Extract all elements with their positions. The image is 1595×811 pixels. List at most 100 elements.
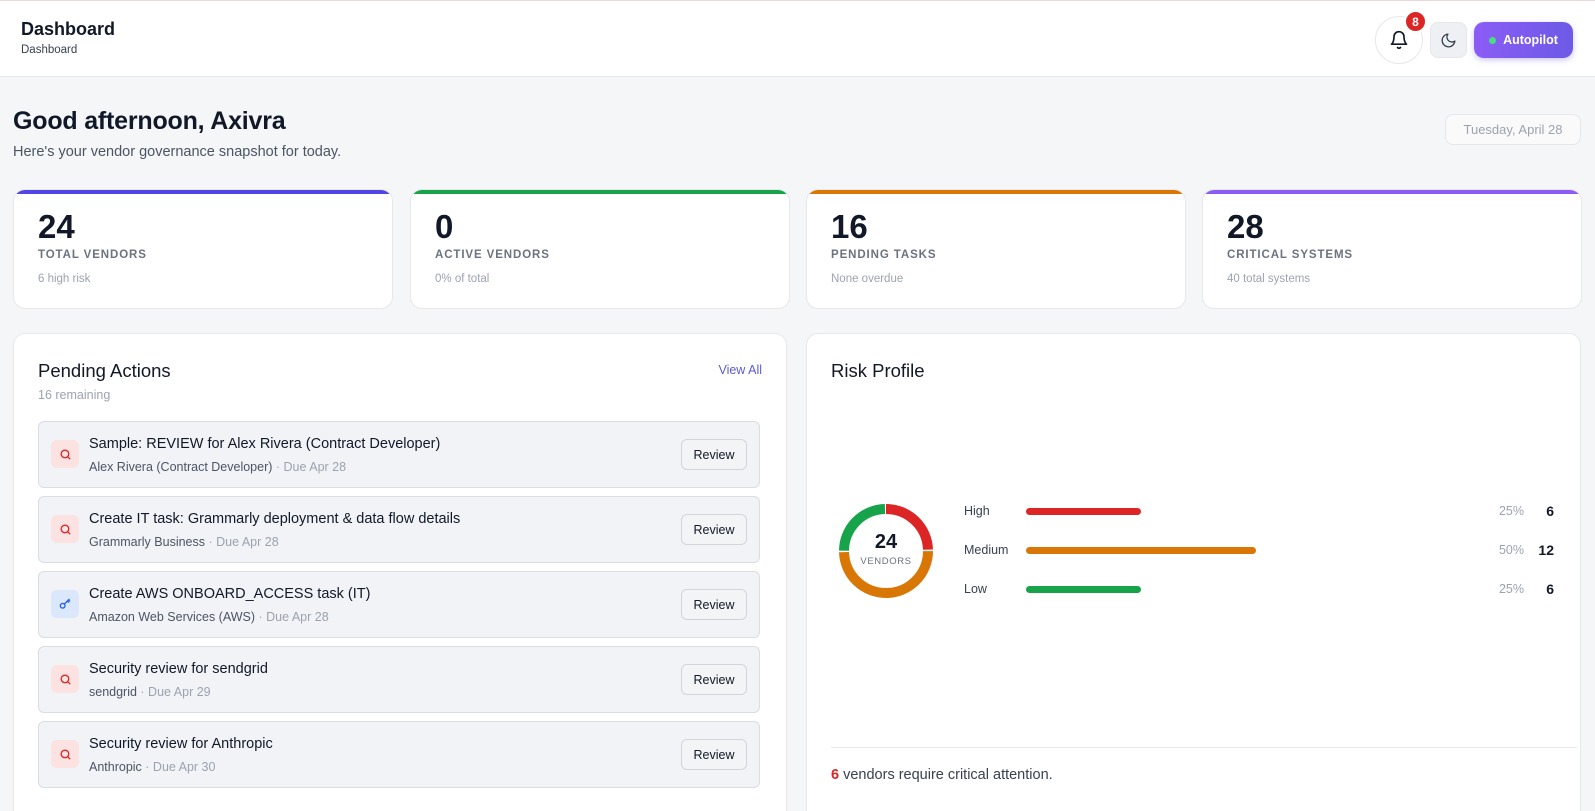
status-dot-icon [1489, 36, 1497, 44]
stat-label: ACTIVE VENDORS [435, 249, 550, 261]
action-title: Security review for sendgrid [89, 661, 268, 677]
risk-count: 6 [1546, 503, 1554, 519]
action-title: Sample: REVIEW for Alex Rivera (Contract… [89, 436, 441, 452]
risk-bar-fill [1026, 547, 1256, 554]
greeting-title: Good afternoon, Axivra [13, 107, 286, 135]
risk-percent: 50% [1498, 543, 1524, 557]
risk-bar-track [1026, 547, 1486, 554]
donut-total: 24 [874, 531, 898, 553]
stat-card-total-vendors: 24 TOTAL VENDORS 6 high risk [13, 189, 393, 309]
search-icon [59, 448, 71, 460]
stat-value: 16 [831, 208, 868, 245]
action-meta: Anthropic · Due Apr 30 [89, 760, 215, 774]
action-icon-box [51, 515, 79, 543]
stat-label: TOTAL VENDORS [38, 249, 147, 261]
view-all-link[interactable]: View All [718, 363, 762, 377]
risk-percent: 25% [1498, 504, 1524, 518]
action-icon-box [51, 665, 79, 693]
risk-count: 6 [1546, 581, 1554, 597]
key-icon [59, 598, 71, 609]
list-item[interactable]: Create IT task: Grammarly deployment & d… [38, 496, 760, 563]
action-due: · Due Apr 30 [141, 760, 216, 774]
stat-accent-bar [807, 190, 1185, 194]
risk-level-name: High [964, 504, 990, 518]
list-item[interactable]: Security review for Anthropic Anthropic … [38, 721, 760, 788]
risk-profile-title: Risk Profile [831, 360, 925, 381]
risk-percent: 25% [1498, 582, 1524, 596]
review-button[interactable]: Review [681, 514, 747, 545]
stat-card-critical-systems: 28 CRITICAL SYSTEMS 40 total systems [1202, 189, 1582, 309]
risk-count: 12 [1538, 542, 1554, 558]
action-meta: sendgrid · Due Apr 29 [89, 685, 211, 699]
notification-badge: 8 [1404, 10, 1427, 33]
pending-actions-title: Pending Actions [38, 360, 171, 381]
search-icon [59, 673, 71, 685]
stat-card-pending-tasks: 16 PENDING TASKS None overdue [806, 189, 1186, 309]
review-button[interactable]: Review [681, 739, 747, 770]
stat-subtext: 0% of total [435, 273, 490, 285]
risk-bar-track [1026, 508, 1486, 515]
action-due: · Due Apr 28 [205, 535, 279, 549]
action-due: · Due Apr 28 [255, 610, 329, 624]
action-title: Create AWS ONBOARD_ACCESS task (IT) [89, 586, 371, 602]
risk-row-low: Low 25% 6 [964, 580, 1554, 600]
action-title: Security review for Anthropic [89, 736, 273, 752]
stat-card-active-vendors: 0 ACTIVE VENDORS 0% of total [410, 189, 790, 309]
risk-level-name: Low [964, 582, 987, 596]
critical-attention-note: 6 vendors require critical attention. [831, 767, 1053, 783]
date-badge: Tuesday, April 28 [1445, 114, 1581, 145]
autopilot-button[interactable]: Autopilot [1474, 22, 1573, 58]
risk-bar-fill [1026, 508, 1141, 515]
action-icon-box [51, 740, 79, 768]
pending-remaining: 16 remaining [38, 388, 111, 402]
action-due: · Due Apr 29 [136, 685, 211, 699]
list-item[interactable]: Sample: REVIEW for Alex Rivera (Contract… [38, 421, 760, 488]
action-owner: sendgrid [89, 685, 137, 699]
stat-accent-bar [1203, 190, 1581, 194]
list-item[interactable]: Security review for sendgrid sendgrid · … [38, 646, 760, 713]
top-bar: Dashboard Dashboard 8 Autopilot [0, 0, 1595, 77]
stat-subtext: None overdue [831, 273, 904, 285]
search-icon [59, 748, 71, 760]
risk-level-name: Medium [964, 543, 1009, 557]
risk-donut-chart [839, 504, 933, 598]
pending-actions-panel: Pending Actions 16 remaining View All Sa… [13, 333, 787, 811]
risk-bar-fill [1026, 586, 1141, 593]
review-button[interactable]: Review [681, 589, 747, 620]
risk-row-high: High 25% 6 [964, 502, 1554, 522]
stat-accent-bar [14, 190, 392, 194]
action-icon-box [51, 590, 79, 618]
bell-icon [1390, 30, 1408, 50]
critical-text: vendors require critical attention. [839, 767, 1053, 783]
action-meta: Amazon Web Services (AWS) · Due Apr 28 [89, 610, 329, 624]
action-owner: Anthropic [89, 760, 142, 774]
action-owner: Grammarly Business [89, 535, 205, 549]
action-owner: Alex Rivera (Contract Developer) [89, 460, 273, 474]
greeting-subtitle: Here's your vendor governance snapshot f… [13, 144, 342, 160]
donut-segment-high [839, 504, 933, 598]
pending-actions-list: Sample: REVIEW for Alex Rivera (Contract… [38, 421, 760, 796]
risk-row-medium: Medium 50% 12 [964, 541, 1554, 561]
list-item[interactable]: Create AWS ONBOARD_ACCESS task (IT) Amaz… [38, 571, 760, 638]
stat-value: 24 [38, 208, 75, 245]
action-meta: Grammarly Business · Due Apr 28 [89, 535, 279, 549]
critical-count: 6 [831, 767, 840, 783]
review-button[interactable]: Review [681, 664, 747, 695]
search-icon [59, 523, 71, 535]
stat-value: 28 [1227, 208, 1264, 245]
donut-label: VENDORS [860, 556, 912, 567]
stat-accent-bar [411, 190, 789, 194]
stat-label: CRITICAL SYSTEMS [1227, 249, 1354, 261]
theme-toggle-button[interactable] [1430, 22, 1467, 58]
risk-profile-panel: Risk Profile 24 VENDORS High 25% 6 Mediu… [806, 333, 1581, 811]
breadcrumb: Dashboard [21, 44, 78, 56]
review-button[interactable]: Review [681, 439, 747, 470]
action-icon-box [51, 440, 79, 468]
divider [831, 747, 1577, 748]
donut-segment-medium [839, 504, 933, 598]
autopilot-label: Autopilot [1503, 33, 1558, 47]
risk-bar-track [1026, 586, 1486, 593]
stat-label: PENDING TASKS [831, 249, 937, 261]
action-owner: Amazon Web Services (AWS) [89, 610, 256, 624]
action-title: Create IT task: Grammarly deployment & d… [89, 511, 461, 527]
